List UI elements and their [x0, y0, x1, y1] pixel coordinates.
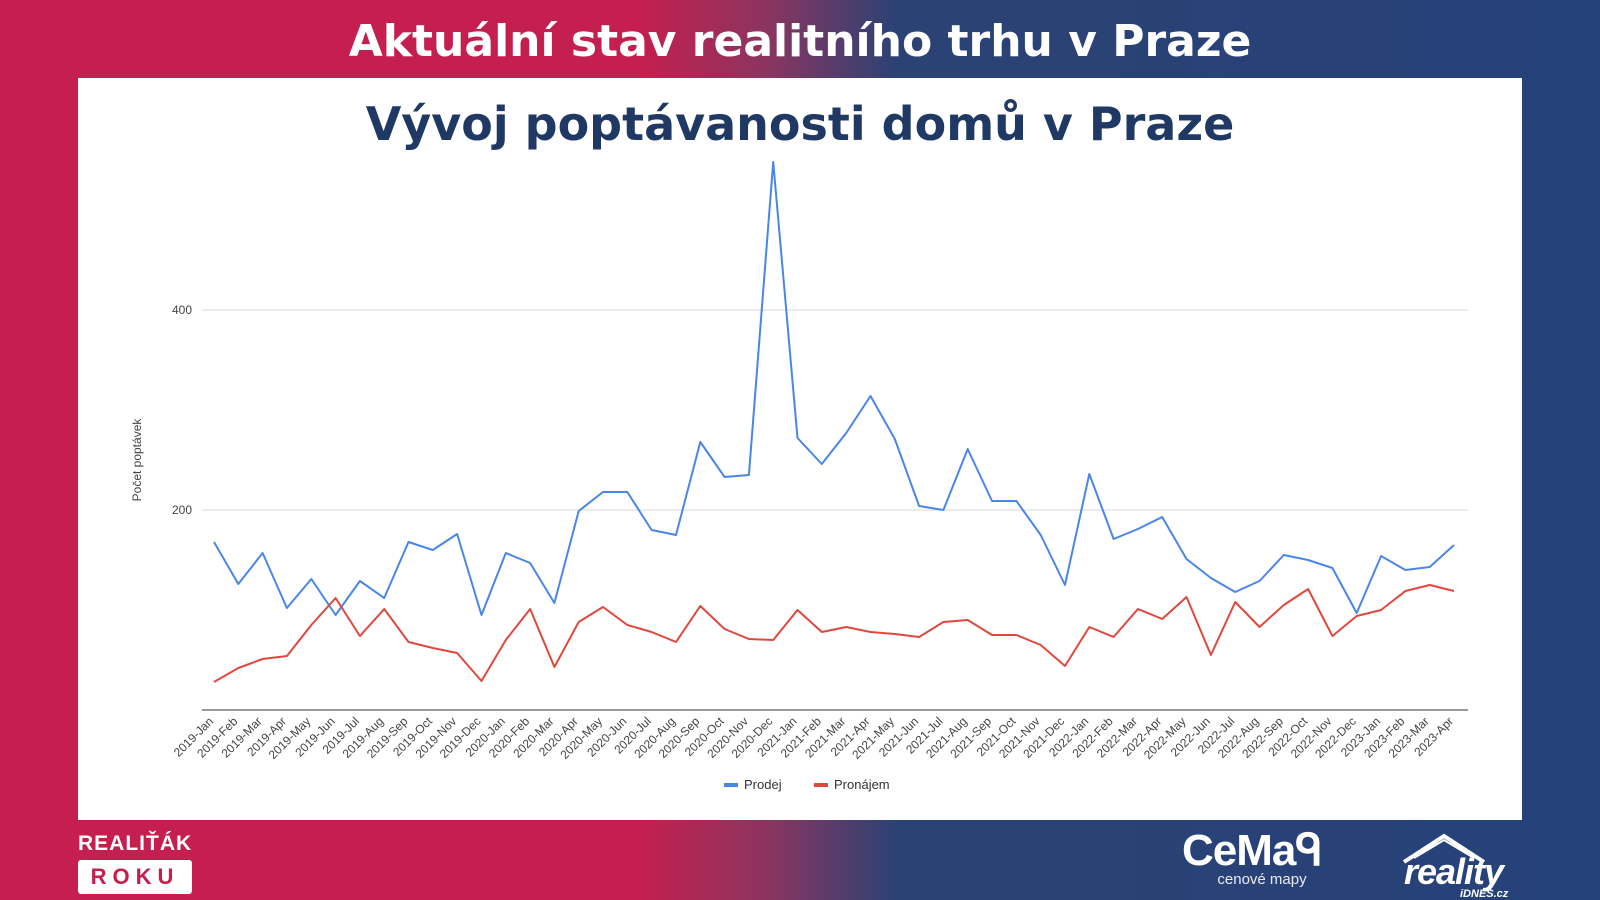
legend-label: Prodej [744, 777, 782, 792]
y-tick-label: 400 [172, 303, 192, 317]
cemap-logo-text: CeMaᑫ [1182, 826, 1323, 875]
legend-label: Pronájem [834, 777, 890, 792]
reality-logo-text: reality [1404, 851, 1504, 892]
y-axis-label: Počet poptávek [130, 418, 144, 502]
realitak-roku-logo: REALIŤÁK ROKU [78, 832, 192, 894]
realitak-logo-box: ROKU [78, 860, 192, 894]
banner-title: Aktuální stav realitního trhu v Praze [348, 16, 1252, 67]
chart-panel: Vývoj poptávanosti domů v Praze 200 400 Po… [78, 78, 1522, 820]
cemap-logo-subtitle: cenové mapy [1217, 871, 1307, 888]
series-line-pronájem [213, 584, 1455, 683]
series-line-prodej [213, 161, 1455, 616]
house-roof-icon [1402, 833, 1486, 864]
y-tick-label: 200 [172, 503, 192, 517]
realitak-logo-text: REALIŤÁK [78, 832, 193, 855]
chart-title: Vývoj poptávanosti domů v Praze [365, 97, 1235, 151]
reality-logo-subtitle: iDNES.cz [1460, 888, 1509, 900]
cemap-logo: CeMaᑫ cenové mapy [1182, 828, 1342, 888]
